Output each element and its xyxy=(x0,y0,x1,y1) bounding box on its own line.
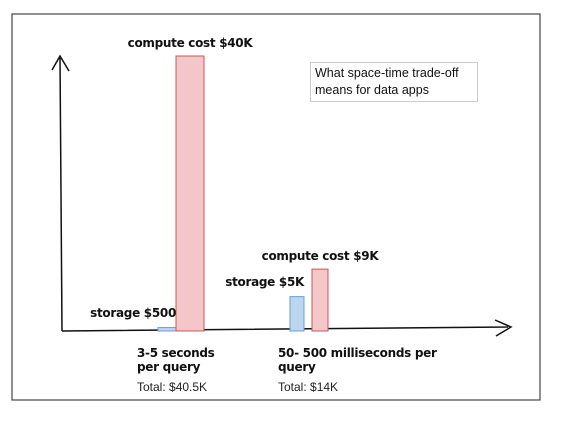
total-label: Total: $14K xyxy=(278,380,339,394)
value-label: compute cost $9K xyxy=(261,249,379,264)
x-axis xyxy=(61,319,513,337)
x-tick-label: 3-5 seconds per query xyxy=(137,346,215,374)
x-tick-label: 50- 500 milliseconds per query xyxy=(278,346,437,374)
value-label: storage $5K xyxy=(225,274,304,289)
value-label: compute cost $40K xyxy=(127,36,253,50)
y-axis xyxy=(51,54,70,332)
chart-title: What space-time trade-off means for data… xyxy=(310,62,478,102)
total-label: Total: $40.5K xyxy=(137,380,208,394)
bar xyxy=(289,296,305,332)
bar xyxy=(311,268,329,332)
bar xyxy=(157,327,177,332)
value-label: storage $500 xyxy=(90,305,176,320)
bar xyxy=(175,55,205,332)
frame xyxy=(11,13,541,401)
